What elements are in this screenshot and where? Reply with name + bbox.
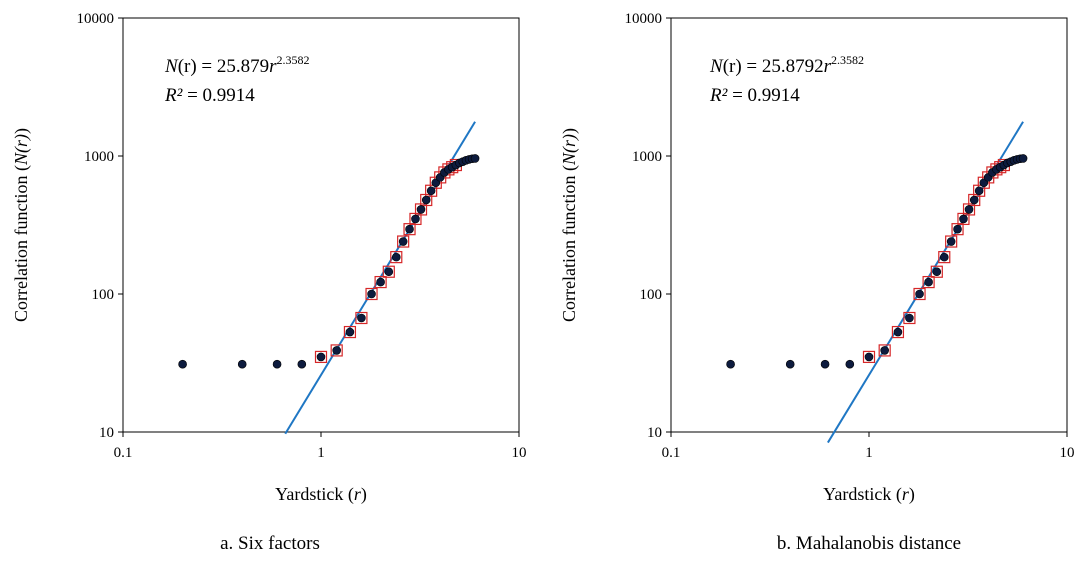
caption-a: a. Six factors — [220, 533, 320, 554]
y-tick-label: 100 — [92, 287, 115, 303]
y-axis-label-a: Correlation function (N(r)) — [11, 128, 32, 322]
x-tick-label: 10 — [1060, 445, 1075, 461]
panel-b: 0.1 1 10 10 100 1000 10000 N(r) = 25.8792r2.35… — [559, 11, 1075, 554]
x-axis-label-b: Yardstick (r) — [823, 484, 915, 505]
equation-b: N(r) = 25.8792r2.3582 — [709, 53, 864, 77]
y-tick-label: 10 — [647, 425, 662, 441]
y-tick-label: 1000 — [84, 149, 114, 165]
square-marker — [945, 235, 958, 248]
y-tick-label: 10000 — [77, 11, 115, 27]
circle-marker — [820, 359, 830, 369]
square-marker — [913, 287, 926, 301]
circle-marker — [398, 237, 408, 246]
circle-marker — [345, 327, 355, 337]
y-axis-label-b: Correlation function (N(r)) — [559, 128, 580, 322]
x-tick-label: 1 — [317, 445, 325, 461]
marks-a — [178, 121, 480, 435]
circle-marker — [845, 359, 855, 369]
square-marker — [425, 184, 438, 197]
y-tick-label: 100 — [640, 287, 663, 303]
circle-marker — [969, 195, 979, 205]
circle-marker — [932, 267, 942, 277]
square-marker — [382, 265, 395, 278]
panel-a: 0.1 1 10 10 100 1000 10000 N(r) = 25.879r2.358… — [11, 11, 527, 554]
square-marker — [903, 311, 916, 325]
square-marker — [397, 235, 410, 248]
square-marker — [862, 350, 876, 364]
circle-marker — [726, 359, 735, 369]
ticks-a: 0.1 1 10 10 100 1000 10000 — [77, 11, 527, 461]
circle-marker — [367, 289, 376, 299]
circle-marker — [953, 224, 962, 234]
circle-marker — [272, 359, 282, 369]
circle-marker — [946, 237, 956, 246]
x-tick-label: 0.1 — [662, 445, 681, 461]
circle-marker — [357, 313, 366, 323]
circle-marker — [905, 313, 914, 323]
circle-marker — [939, 252, 949, 262]
circle-marker — [237, 359, 247, 369]
square-marker — [365, 287, 378, 301]
square-marker — [878, 344, 891, 357]
circle-marker — [924, 277, 933, 287]
circle-marker — [391, 252, 401, 262]
circle-marker — [376, 277, 385, 287]
circle-marker — [959, 214, 968, 224]
circle-marker — [384, 267, 394, 277]
caption-b: b. Mahalanobis distance — [777, 533, 961, 554]
x-tick-label: 1 — [865, 445, 873, 461]
circle-marker — [405, 224, 414, 234]
x-tick-label: 10 — [512, 445, 527, 461]
circle-marker — [316, 352, 326, 362]
circle-marker — [470, 154, 480, 163]
circle-marker — [785, 359, 795, 369]
square-marker — [330, 344, 343, 357]
square-marker — [938, 251, 951, 264]
circle-marker — [178, 359, 187, 369]
circle-marker — [915, 289, 924, 299]
circle-marker — [864, 352, 874, 362]
circle-marker — [893, 327, 903, 337]
plot-frame-a — [122, 17, 520, 433]
square-marker — [922, 275, 935, 289]
circle-marker — [1018, 154, 1028, 163]
square-marker — [390, 251, 403, 264]
equation-a: N(r) = 25.879r2.3582 — [164, 53, 310, 77]
square-marker — [355, 311, 368, 325]
circle-marker — [411, 214, 420, 224]
plot-frame-b — [670, 17, 1068, 433]
circle-marker — [964, 205, 974, 214]
y-tick-label: 1000 — [632, 149, 662, 165]
circle-marker — [297, 359, 307, 369]
square-marker — [374, 275, 387, 289]
square-marker — [343, 325, 357, 339]
r-squared-b: R² = 0.9914 — [709, 85, 800, 106]
circle-marker — [416, 205, 426, 214]
ticks-b: 0.1 1 10 10 100 1000 10000 — [625, 11, 1075, 461]
marks-b — [726, 121, 1028, 444]
x-axis-label-a: Yardstick (r) — [275, 484, 367, 505]
circle-marker — [974, 186, 984, 196]
circle-marker — [421, 195, 431, 205]
y-tick-label: 10000 — [625, 11, 663, 27]
square-marker — [973, 184, 986, 197]
circle-marker — [332, 346, 341, 355]
y-tick-label: 10 — [99, 425, 114, 441]
square-marker — [930, 265, 943, 278]
x-tick-label: 0.1 — [114, 445, 133, 461]
square-marker — [314, 350, 328, 364]
square-marker — [891, 325, 905, 339]
r-squared-a: R² = 0.9914 — [164, 85, 255, 106]
circle-marker — [426, 186, 436, 196]
circle-marker — [880, 346, 889, 355]
